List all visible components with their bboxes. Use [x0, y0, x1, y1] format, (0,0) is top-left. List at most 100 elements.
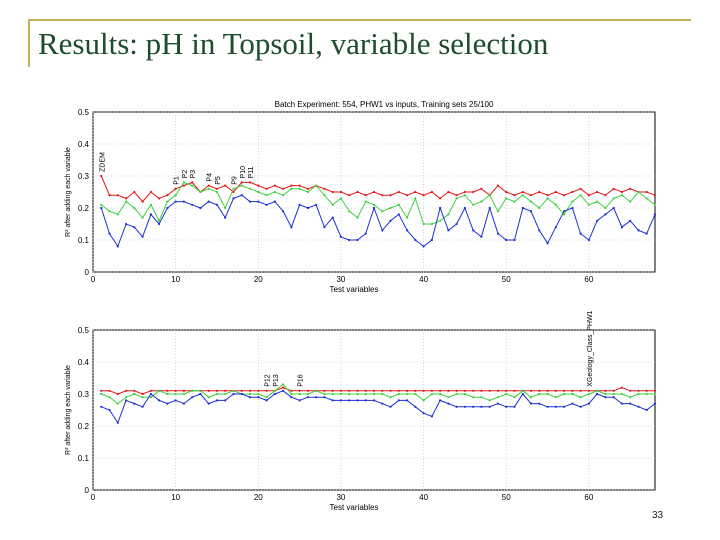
data-point-red — [356, 190, 359, 194]
data-point-red — [224, 389, 227, 392]
data-point-green — [282, 383, 285, 386]
data-point-green — [480, 200, 483, 203]
data-point-green — [207, 187, 210, 190]
data-point-blue — [521, 206, 524, 210]
data-point-red — [488, 389, 491, 392]
data-point-red — [381, 194, 384, 197]
annotation-label: ZDEM — [99, 152, 106, 172]
slide-title: Results: pH in Topsoil, variable selecti… — [38, 26, 549, 61]
data-point-blue — [422, 412, 425, 415]
data-point-blue — [331, 216, 334, 219]
data-point-red — [125, 389, 128, 392]
y-axis-label: R² after adding each variable — [65, 365, 72, 455]
data-point-red — [472, 389, 475, 392]
data-point-red — [265, 187, 268, 190]
data-point-blue — [323, 226, 326, 229]
data-point-green — [563, 213, 566, 216]
data-point-blue — [463, 405, 466, 408]
data-point-green — [447, 213, 450, 216]
data-point-blue — [612, 396, 615, 399]
data-point-blue — [257, 200, 260, 203]
data-point-blue — [480, 235, 483, 238]
data-point-red — [298, 184, 301, 187]
y-tick-label: 0.3 — [78, 172, 90, 181]
data-point-red — [579, 389, 582, 392]
data-point-blue — [620, 226, 624, 229]
data-point-blue — [356, 238, 359, 242]
data-point-green — [240, 184, 243, 187]
x-tick-label: 30 — [336, 493, 345, 502]
data-point-blue — [207, 200, 210, 203]
data-point-green — [257, 190, 260, 194]
page-number: 33 — [652, 510, 664, 521]
data-point-blue — [505, 238, 508, 242]
data-point-blue — [248, 396, 252, 399]
data-point-blue — [645, 232, 648, 235]
data-point-blue — [529, 402, 533, 405]
data-point-blue — [133, 226, 136, 229]
data-point-red — [596, 190, 599, 194]
data-point-green — [645, 197, 648, 200]
data-point-green — [521, 194, 524, 197]
data-point-green — [637, 190, 640, 194]
data-point-blue — [224, 216, 227, 219]
data-point-green — [538, 392, 541, 396]
data-point-green — [174, 194, 177, 197]
data-point-red — [653, 194, 657, 197]
data-point-blue — [199, 206, 202, 210]
data-point-green — [158, 389, 161, 392]
data-point-green — [265, 396, 268, 399]
data-point-blue — [290, 226, 293, 229]
y-tick-label: 0.4 — [78, 358, 90, 367]
data-point-blue — [182, 402, 185, 405]
data-point-red — [620, 190, 624, 194]
data-point-green — [116, 213, 119, 216]
data-point-green — [182, 392, 185, 396]
data-point-blue — [463, 206, 466, 210]
data-point-blue — [579, 232, 582, 235]
data-point-red — [430, 190, 433, 194]
data-point-green — [496, 396, 500, 399]
data-point-blue — [422, 245, 425, 248]
data-point-green — [505, 197, 508, 200]
data-point-red — [612, 389, 615, 392]
data-point-red — [290, 389, 293, 392]
data-point-red — [513, 389, 516, 392]
data-point-green — [339, 392, 342, 396]
data-point-blue — [488, 405, 491, 408]
y-tick-label: 0.1 — [78, 454, 90, 463]
data-point-green — [414, 197, 417, 200]
data-point-green — [207, 396, 210, 399]
data-point-green — [397, 203, 400, 206]
data-point-blue — [273, 392, 276, 396]
y-tick-label: 0 — [85, 268, 90, 277]
data-point-red — [348, 389, 351, 392]
data-point-blue — [215, 203, 219, 206]
data-point-green — [298, 392, 301, 396]
data-point-green — [579, 194, 582, 197]
data-point-red — [571, 389, 574, 392]
data-point-green — [199, 190, 202, 194]
data-point-red — [331, 190, 334, 194]
data-point-blue — [372, 206, 376, 210]
data-point-green — [488, 399, 491, 402]
data-point-blue — [108, 232, 111, 235]
data-point-green — [463, 392, 466, 396]
data-point-blue — [166, 206, 169, 210]
data-point-blue — [620, 402, 624, 405]
data-point-green — [108, 210, 111, 213]
series-line-green — [101, 383, 655, 405]
data-point-green — [141, 396, 144, 399]
data-point-green — [199, 389, 202, 392]
data-point-green — [389, 206, 392, 210]
data-point-blue — [389, 405, 392, 408]
data-point-blue — [240, 194, 243, 197]
data-point-red — [604, 389, 607, 392]
data-point-red — [108, 389, 111, 392]
y-axis-label: R² after adding each variable — [65, 147, 72, 237]
data-point-red — [364, 389, 367, 392]
data-point-red — [116, 194, 119, 197]
data-point-blue — [215, 399, 219, 402]
data-point-red — [563, 194, 566, 197]
